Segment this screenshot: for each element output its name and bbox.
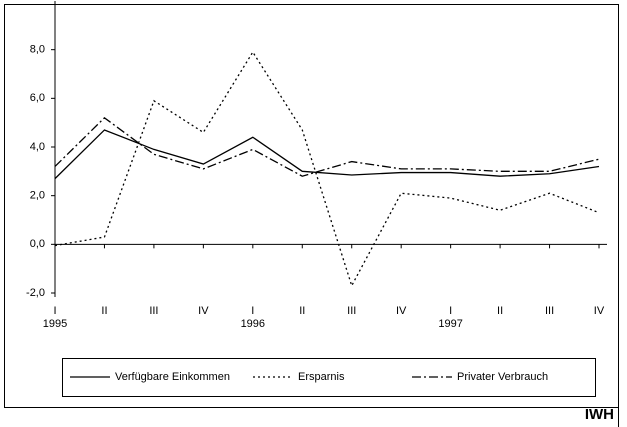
legend-label: Ersparnis: [298, 371, 345, 383]
y-tick-label: 4,0: [30, 141, 45, 153]
source-label: IWH: [585, 406, 614, 423]
x-tick-label: IV: [198, 305, 209, 317]
x-tick-label: IV: [396, 305, 407, 317]
x-tick-label: II: [299, 305, 305, 317]
x-tick-label: III: [545, 305, 554, 317]
year-label: 1997: [438, 318, 462, 330]
y-tick-label: 6,0: [30, 92, 45, 104]
x-tick-label: II: [101, 305, 107, 317]
x-tick-label: III: [149, 305, 158, 317]
x-tick-label: I: [251, 305, 254, 317]
chart-frame: [4, 4, 619, 408]
x-tick-label: I: [449, 305, 452, 317]
series-line: [54, 50, 600, 288]
legend-label: Verfügbare Einkommen: [115, 371, 230, 383]
y-tick-label: 8,0: [30, 44, 45, 56]
y-tick-label: 0,0: [30, 238, 45, 250]
series-line: [54, 129, 600, 180]
year-label: 1995: [43, 318, 67, 330]
y-tick-label: -2,0: [26, 287, 45, 299]
x-tick-label: III: [347, 305, 356, 317]
legend-label: Privater Verbrauch: [457, 371, 548, 383]
x-tick-label: IV: [594, 305, 605, 317]
x-tick-label: II: [497, 305, 503, 317]
series-line: [54, 116, 600, 177]
x-tick-label: I: [53, 305, 56, 317]
year-label: 1996: [241, 318, 265, 330]
y-tick-label: 2,0: [30, 190, 45, 202]
legend-box: [62, 358, 596, 397]
